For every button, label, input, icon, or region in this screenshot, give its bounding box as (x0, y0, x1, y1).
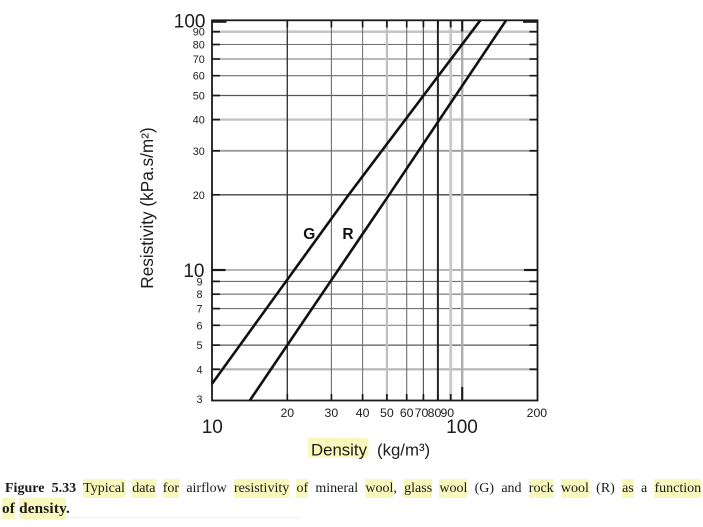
svg-text:10: 10 (183, 261, 204, 282)
svg-text:80: 80 (193, 40, 205, 52)
svg-text:8: 8 (196, 289, 202, 301)
svg-text:50: 50 (193, 91, 205, 103)
svg-text:40: 40 (356, 406, 370, 420)
svg-text:10: 10 (202, 417, 223, 438)
svg-text:7: 7 (196, 304, 202, 316)
svg-text:60: 60 (193, 71, 205, 83)
svg-text:70: 70 (193, 54, 205, 66)
svg-text:3: 3 (196, 394, 202, 406)
svg-text:30: 30 (325, 406, 339, 420)
svg-text:80: 80 (428, 406, 442, 420)
svg-text:90: 90 (193, 27, 205, 39)
svg-text:Resistivity (kPa.s/m²): Resistivity (kPa.s/m²) (137, 127, 157, 288)
svg-text:40: 40 (193, 115, 205, 127)
svg-text:90: 90 (440, 406, 454, 420)
svg-text:200: 200 (527, 406, 548, 420)
svg-text:50: 50 (380, 406, 394, 420)
svg-text:5: 5 (196, 340, 202, 352)
svg-text:30: 30 (193, 146, 205, 158)
svg-text:(kg/m³): (kg/m³) (377, 441, 430, 460)
svg-text:100: 100 (446, 417, 478, 438)
svg-text:R: R (342, 226, 353, 243)
svg-text:6: 6 (196, 320, 202, 332)
svg-text:100: 100 (174, 12, 206, 33)
svg-text:70: 70 (415, 406, 429, 420)
svg-text:60: 60 (400, 406, 414, 420)
svg-text:Density: Density (311, 441, 368, 460)
svg-text:4: 4 (196, 364, 202, 376)
svg-text:G: G (303, 226, 315, 243)
svg-text:9: 9 (196, 276, 202, 288)
svg-text:20: 20 (280, 406, 294, 420)
svg-text:20: 20 (193, 190, 205, 202)
